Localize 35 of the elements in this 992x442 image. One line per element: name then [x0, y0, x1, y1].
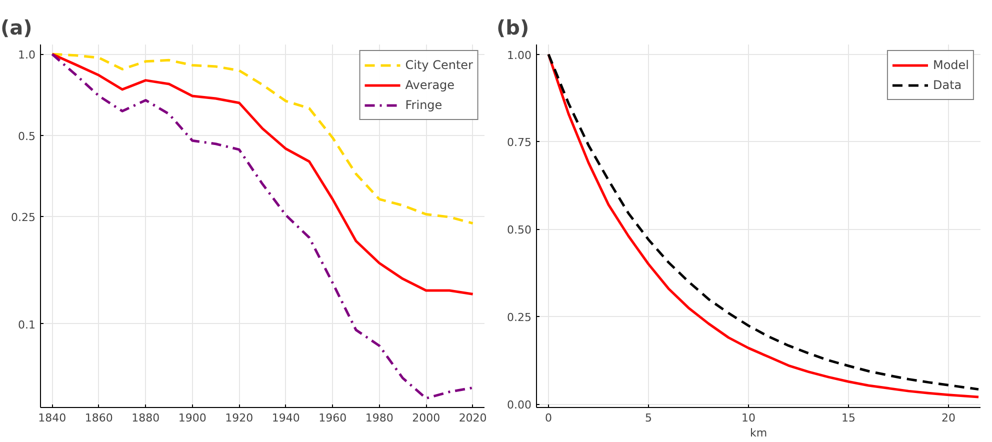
- x-tick-label: 1880: [132, 412, 160, 424]
- chart-title: (a): [0, 16, 32, 40]
- x-tick-label: 1920: [225, 412, 254, 424]
- x-tick-label: 1960: [318, 412, 347, 424]
- x-axis-title: km: [750, 426, 768, 440]
- y-tick-label: 1.00: [507, 48, 532, 62]
- x-tick-label: 1900: [178, 412, 206, 424]
- y-tick-label: 0.00: [507, 398, 532, 412]
- x-tick-label: 5: [645, 412, 652, 424]
- y-tick-label: 0.50: [507, 224, 532, 237]
- y-tick-label: 0.5: [18, 130, 36, 143]
- line-series: [50, 52, 474, 225]
- x-tick-label: 10: [742, 412, 756, 424]
- legend-label: Fringe: [405, 98, 442, 112]
- x-tick-label: 15: [842, 412, 856, 424]
- line-series: [50, 52, 474, 296]
- x-tick-label: 1940: [272, 412, 300, 424]
- chart-title: (b): [496, 16, 530, 40]
- x-tick-label: 1860: [84, 412, 113, 424]
- y-tick-label: 0.25: [507, 311, 532, 324]
- legend-label: Model: [932, 58, 969, 72]
- y-tick-label: 0.1: [18, 318, 36, 332]
- legend-label: Average: [405, 78, 455, 92]
- legend-label: City Center: [405, 58, 473, 72]
- y-tick-label: 0.75: [507, 136, 532, 150]
- y-tick-label: 0.25: [11, 211, 36, 224]
- x-tick-label: 20: [942, 412, 956, 424]
- y-tick-label: 1.0: [18, 48, 36, 62]
- x-tick-label: 2000: [412, 412, 440, 424]
- x-tick-label: 1980: [365, 412, 394, 424]
- line-series: [50, 52, 474, 400]
- x-tick-label: 2020: [458, 412, 487, 424]
- legend-label: Data: [932, 78, 962, 92]
- x-tick-label: 1840: [38, 412, 66, 424]
- x-tick-label: 0: [545, 412, 552, 424]
